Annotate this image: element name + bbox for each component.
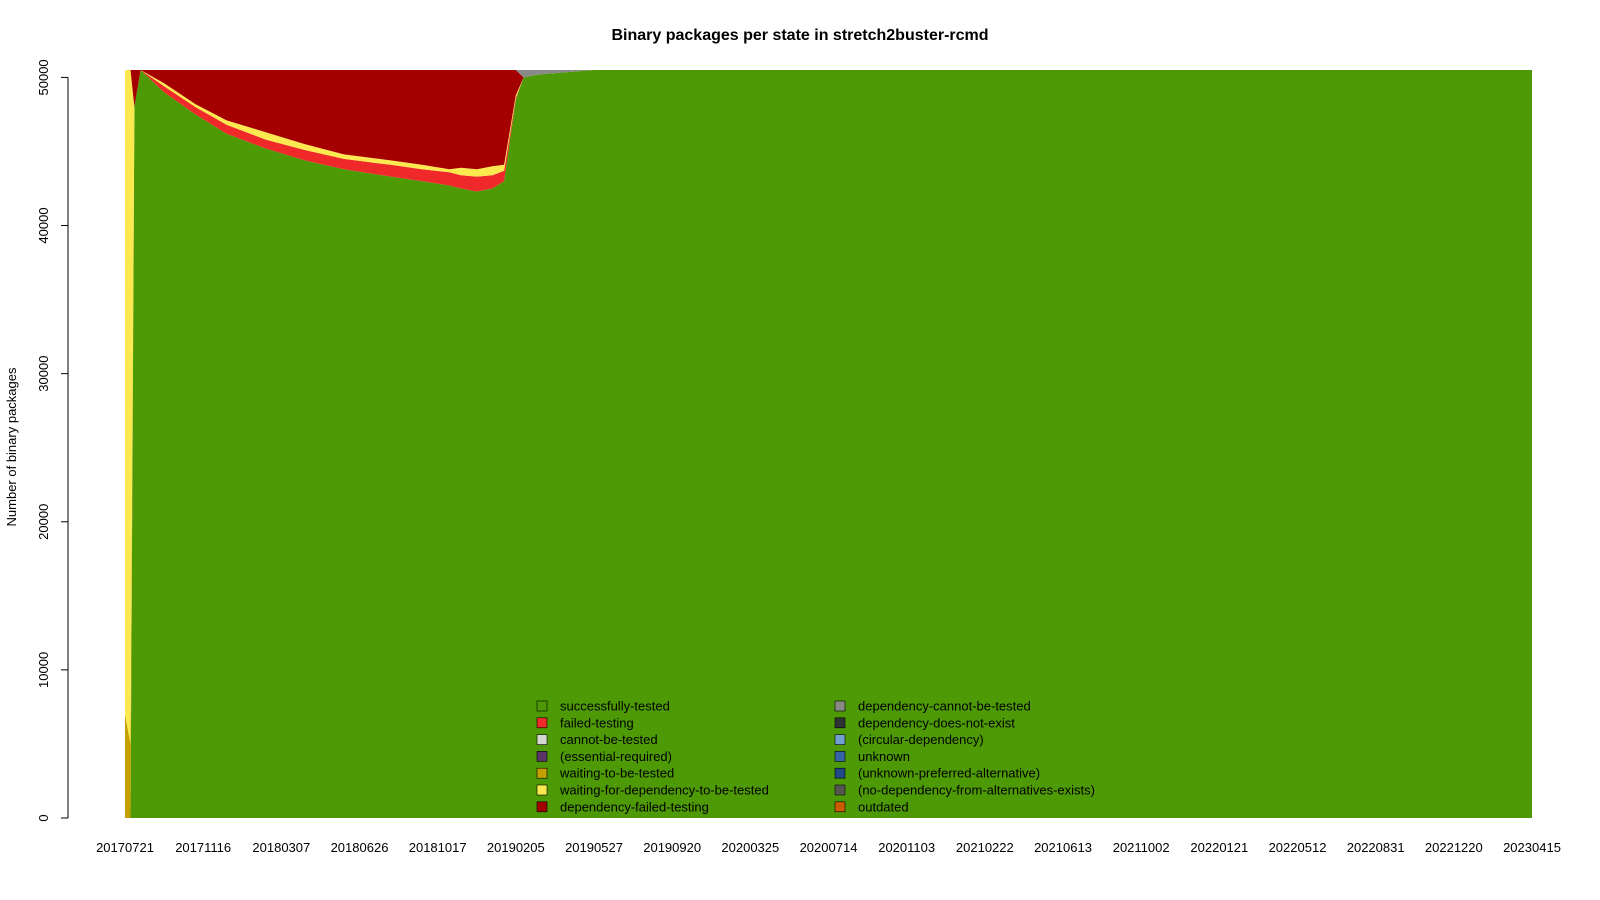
plot-area — [125, 70, 1532, 818]
x-tick-label: 20211002 — [1113, 840, 1170, 855]
legend-swatch — [536, 700, 548, 712]
legend-label: dependency-does-not-exist — [858, 715, 1015, 730]
x-tick-label: 20190205 — [487, 840, 545, 855]
y-axis-label: Number of binary packages — [4, 367, 19, 526]
x-tick-label: 20200714 — [800, 840, 858, 855]
chart-title: Binary packages per state in stretch2bus… — [611, 27, 988, 44]
legend-label: successfully-tested — [560, 699, 670, 714]
legend-label: (essential-required) — [560, 749, 672, 764]
x-tick-label: 20201103 — [878, 840, 935, 855]
x-tick-label: 20210222 — [956, 840, 1014, 855]
legend-label: dependency-cannot-be-tested — [858, 699, 1031, 714]
x-tick-label: 20181017 — [409, 840, 467, 855]
legend-label: failed-testing — [560, 715, 634, 730]
x-tick-label: 20220512 — [1269, 840, 1327, 855]
y-tick-label: 10000 — [36, 652, 51, 688]
x-tick-label: 20180626 — [331, 840, 389, 855]
x-tick-label: 20180307 — [252, 840, 310, 855]
legend-label: outdated — [858, 799, 909, 814]
series-area-waiting-for-dependency-to-be-tested — [125, 70, 1532, 744]
y-tick-label: 0 — [36, 814, 51, 821]
legend-swatch — [834, 700, 846, 712]
legend-label: cannot-be-tested — [560, 732, 658, 747]
legend-label: unknown — [858, 749, 910, 764]
x-tick-label: 20170721 — [96, 840, 154, 855]
legend-swatch — [536, 767, 548, 779]
legend-swatch — [834, 751, 846, 762]
x-tick-label: 20190527 — [565, 840, 623, 855]
x-tick-label: 20200325 — [721, 840, 779, 855]
x-tick-label: 20171116 — [175, 840, 231, 855]
series-area-successfully-tested — [125, 70, 1532, 818]
legend-swatch — [834, 734, 846, 745]
legend-swatch — [834, 767, 846, 779]
x-tick-label: 20220831 — [1347, 840, 1405, 855]
legend-swatch — [536, 751, 548, 762]
legend-label: (unknown-preferred-alternative) — [858, 766, 1040, 781]
y-axis: 0 10000 20000 30000 40000 50000 — [36, 59, 69, 822]
legend-label: waiting-to-be-tested — [559, 766, 674, 781]
legend-swatch — [536, 801, 548, 813]
y-tick-label: 20000 — [36, 504, 51, 540]
x-tick-label: 20220121 — [1190, 840, 1248, 855]
legend-label: (no-dependency-from-alternatives-exists) — [858, 783, 1095, 798]
y-tick-label: 30000 — [36, 356, 51, 392]
legend-swatch — [834, 801, 846, 813]
legend-label: (circular-dependency) — [858, 732, 984, 747]
x-axis: 20170721 20171116 20180307 20180626 20181017… — [96, 840, 1561, 855]
legend-swatch — [536, 717, 548, 729]
legend-swatch — [536, 734, 548, 745]
legend-swatch — [536, 784, 548, 796]
x-tick-label: 20190920 — [643, 840, 701, 855]
x-tick-label: 20210613 — [1034, 840, 1092, 855]
legend-swatch — [834, 717, 846, 729]
x-tick-label: 20221220 — [1425, 840, 1483, 855]
y-tick-label: 40000 — [36, 207, 51, 243]
legend-label: waiting-for-dependency-to-be-tested — [559, 783, 769, 798]
x-tick-label: 20230415 — [1503, 840, 1561, 855]
legend-swatch — [834, 784, 846, 796]
series-area-failed-testing — [125, 70, 1532, 818]
legend-label: dependency-failed-testing — [560, 799, 709, 814]
series-area-dependency-failed-testing — [125, 70, 1532, 170]
y-tick-label: 50000 — [36, 59, 51, 95]
